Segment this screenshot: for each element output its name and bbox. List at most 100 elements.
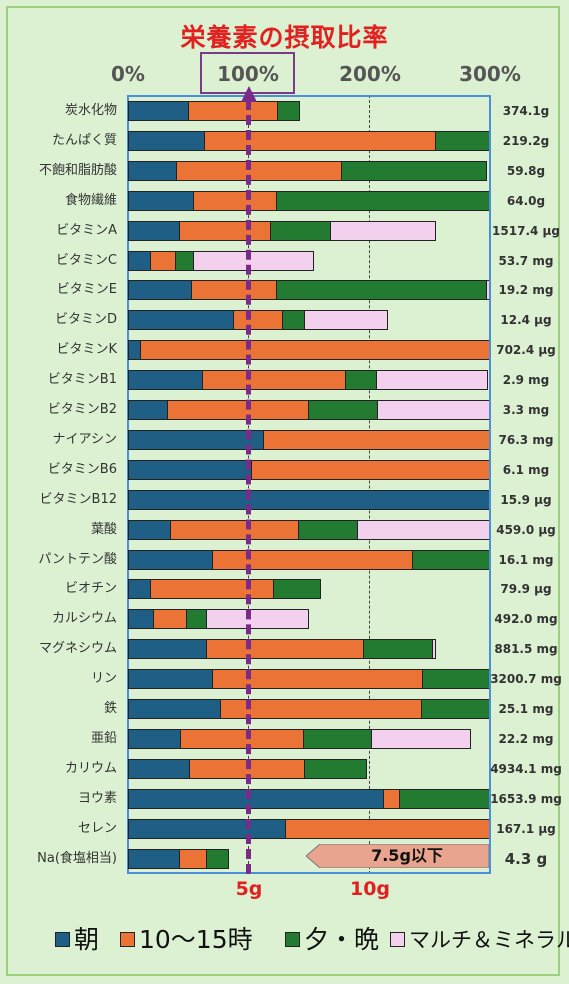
bar-segment: [128, 789, 384, 809]
category-total: 492.0 mg: [494, 612, 558, 626]
category-total: 219.2g: [502, 134, 550, 148]
bar-segment: [203, 131, 436, 151]
bar-segment: [212, 669, 422, 689]
legend-label-midday: 10〜15時: [139, 925, 253, 954]
bar-segment: [128, 191, 194, 211]
bar-segment: [303, 310, 389, 330]
category-label: ビタミンB12: [39, 492, 117, 507]
bar-segment: [128, 550, 213, 570]
bar-segment: [344, 370, 377, 390]
bar-segment: [422, 669, 489, 689]
legend-swatch-supplement: [390, 931, 405, 947]
legend-item-evening: 夕・晩: [285, 924, 379, 956]
bar-segment: [185, 609, 207, 629]
bar-segment: [284, 819, 489, 839]
bar-segment: [128, 729, 180, 749]
category-label: カリウム: [64, 761, 117, 776]
category-label: 不飽和脂肪酸: [38, 163, 117, 178]
bar-segment: [377, 400, 489, 420]
category-label: 鉄: [103, 701, 117, 716]
category-label: ビタミンB1: [47, 372, 117, 387]
bar-segment: [272, 579, 321, 599]
tick-label-200: 200%: [339, 62, 401, 86]
bar-segment: [383, 789, 400, 809]
bar-segment: [201, 370, 345, 390]
bar-segment: [420, 699, 489, 719]
sodium-limit-arrow: 7.5g以下: [306, 844, 489, 868]
category-label: ビタミンC: [55, 253, 117, 268]
legend-label-morning: 朝: [74, 925, 100, 954]
bar-segment: [153, 609, 186, 629]
category-total: 59.8g: [506, 164, 546, 178]
bar-segment: [128, 490, 489, 510]
category-label: ヨウ素: [77, 791, 117, 806]
bar-segment: [188, 101, 278, 121]
category-label: Na(食塩相当): [37, 851, 117, 866]
bar-segment: [276, 280, 486, 300]
category-label: セレン: [77, 821, 117, 836]
bar-segment: [302, 729, 372, 749]
category-total: 76.3 mg: [498, 433, 554, 447]
bar-segment: [399, 789, 489, 809]
category-total: 702.4 μg: [496, 343, 556, 357]
chart-frame: [6, 6, 560, 976]
bar-segment: [193, 191, 277, 211]
bar-segment: [193, 251, 314, 271]
bar-segment: [128, 370, 202, 390]
category-total: 881.5 mg: [494, 642, 558, 656]
bar-segment: [178, 849, 207, 869]
bar-segment: [128, 699, 220, 719]
category-label: マグネシウム: [38, 641, 117, 656]
bar-segment: [140, 340, 489, 360]
bar-segment: [128, 460, 251, 480]
sodium-limit-arrow-shape: [306, 844, 489, 868]
category-total: 15.9 μg: [500, 493, 552, 507]
category-total: 3.3 mg: [502, 403, 550, 417]
legend-label-supplement: マルチ＆ミネラル: [409, 928, 569, 952]
category-total: 79.9 μg: [500, 582, 552, 596]
legend-item-midday: 10〜15時: [120, 924, 253, 956]
bar-segment: [206, 639, 363, 659]
bar-segment: [219, 699, 421, 719]
category-total: 25.1 mg: [498, 702, 554, 716]
category-label: ビタミンK: [56, 342, 117, 357]
category-total: 16.1 mg: [498, 553, 554, 567]
chart-title: 栄養素の摂取比率: [180, 23, 389, 52]
bar-segment: [149, 251, 175, 271]
category-total: 4.3 g: [504, 850, 548, 868]
bar-segment: [128, 520, 171, 540]
plot-area: [127, 95, 491, 874]
category-total: 459.0 μg: [496, 523, 556, 537]
sodium-limit-label: 7.5g以下: [371, 846, 443, 865]
gridline-200: [369, 95, 370, 874]
bar-segment: [206, 609, 309, 629]
bar-segment: [282, 310, 304, 330]
bar-segment: [128, 221, 179, 241]
legend-swatch-evening: [285, 931, 300, 947]
bar-segment: [128, 579, 150, 599]
category-label: リン: [90, 671, 117, 686]
category-total: 374.1g: [502, 104, 550, 118]
category-total: 2.9 mg: [502, 373, 550, 387]
bar-segment: [307, 400, 378, 420]
category-label: パントテン酸: [38, 552, 117, 567]
bar-segment: [330, 221, 437, 241]
category-total: 4934.1 mg: [490, 762, 562, 776]
bar-segment: [341, 161, 488, 181]
bar-segment: [174, 251, 194, 271]
bar-segment: [128, 161, 177, 181]
bar-segment: [270, 221, 331, 241]
bar-segment: [250, 460, 489, 480]
category-label: 亜鉛: [90, 731, 117, 746]
bar-segment: [170, 520, 298, 540]
legend-item-morning: 朝: [55, 924, 99, 956]
category-total: 53.7 mg: [498, 254, 554, 268]
category-label: ビタミンD: [54, 312, 117, 327]
bar-segment: [128, 609, 154, 629]
bar-segment: [128, 310, 233, 330]
bar-segment: [262, 430, 489, 450]
category-label: ビタミンB2: [47, 402, 117, 417]
category-label: ビタミンB6: [47, 462, 117, 477]
tick-label-0: 0%: [111, 62, 145, 86]
bar-segment: [128, 430, 263, 450]
